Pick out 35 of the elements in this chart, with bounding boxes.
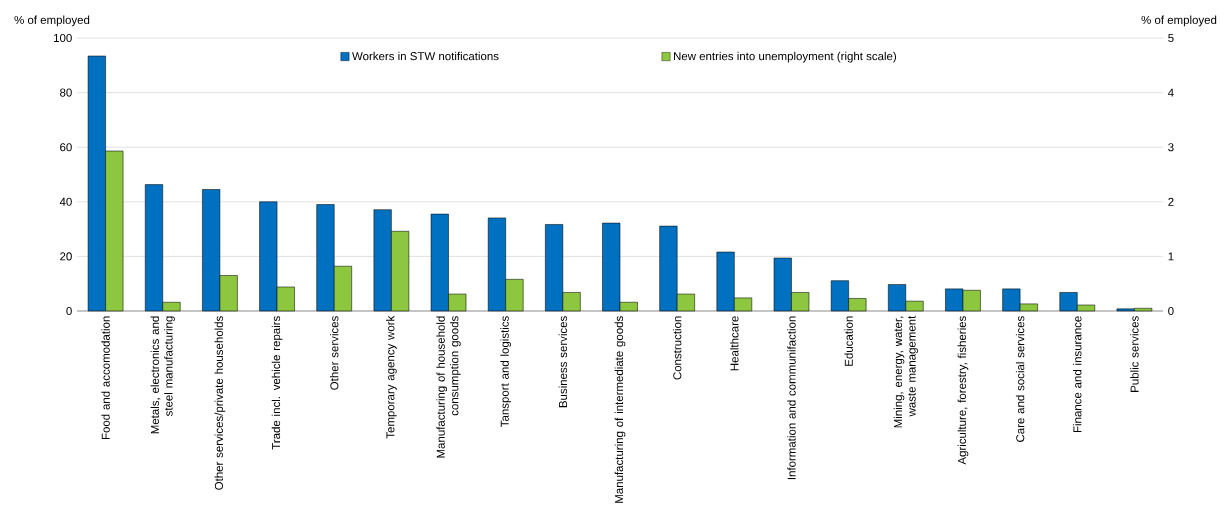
y2-tick-label: 2 <box>1168 197 1174 206</box>
x-tick-label: Other services/private households <box>214 316 226 490</box>
legend-label: Workers in STW notifications <box>352 51 499 61</box>
y-tick-label: 0 <box>66 306 72 316</box>
y-tick-label: 40 <box>59 197 72 206</box>
y-axis-title: % of employed <box>14 15 90 27</box>
x-tick-label: Education <box>844 316 853 366</box>
y2-tick-label: 1 <box>1168 252 1174 261</box>
x-tick-label: Manufacturing of household consumption goods <box>436 316 461 458</box>
y-tick-label: 20 <box>60 252 72 261</box>
y2-axis-title: % of employed <box>1141 15 1217 27</box>
x-tick-label: Agriculture, forestry, fisheries <box>957 316 969 465</box>
y2-tick-label: 5 <box>1168 34 1174 42</box>
y-tick-label: 100 <box>54 33 72 43</box>
y2-tick-label: 3 <box>1168 143 1174 152</box>
x-tick-label: Other services <box>330 316 339 390</box>
x-tick-label: Tansport and logistics <box>500 316 512 427</box>
x-tick-label: Healthcare <box>730 316 739 371</box>
x-tick-label: Finance and insurance <box>1073 316 1082 433</box>
x-tick-label: Care and social services <box>1015 316 1025 442</box>
x-tick-label: Manufacturing of intermediate goods <box>614 316 626 503</box>
y2-tick-label: 4 <box>1168 88 1174 97</box>
y-tick-label: 80 <box>60 88 72 97</box>
x-tick-label: Trade incl. vehicle repairs <box>271 316 283 450</box>
x-tick-label: Food and accomodation <box>101 316 110 440</box>
x-tick-label: Metals, electronics and steel manufacturing <box>150 316 175 434</box>
x-tick-label: Mining, energy, water, waste management <box>893 315 918 428</box>
x-tick-label: Construction <box>672 316 682 380</box>
y2-tick-label: 0 <box>1168 306 1174 316</box>
legend-label: New entries into unemployment (right scale) <box>674 51 897 63</box>
x-tick-label: Temporary agency work <box>386 315 397 439</box>
x-tick-label: Business services <box>558 316 568 408</box>
x-tick-label: Information and communifaction <box>787 316 796 480</box>
y-tick-label: 60 <box>60 143 72 152</box>
x-tick-label: Public services <box>1130 316 1139 392</box>
